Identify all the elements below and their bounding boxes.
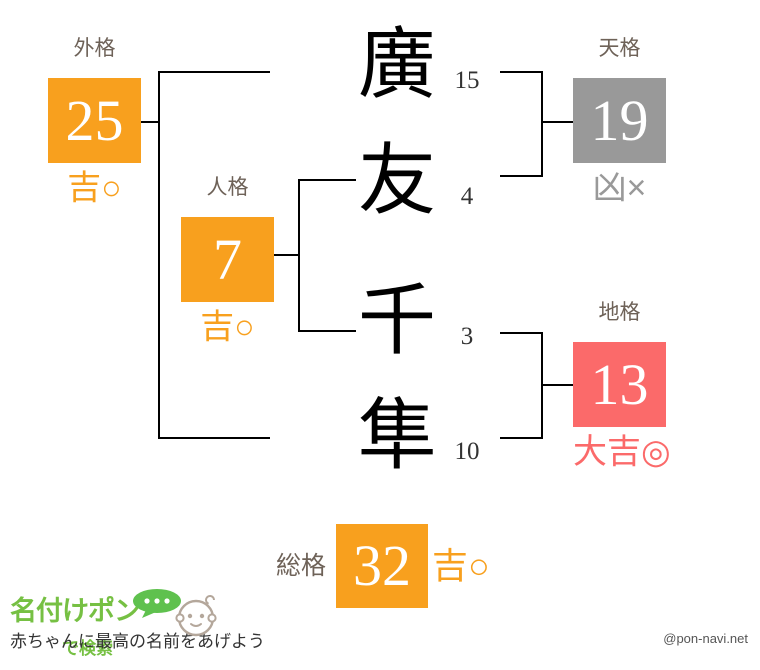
name-char-1: 廣 — [357, 21, 436, 108]
speech-bubble-icon — [133, 589, 181, 618]
kaku-chikaku-verdict: 大吉◎ — [573, 433, 671, 471]
chikaku-bracket-top — [500, 332, 543, 334]
logo-sub-text: で検索 — [62, 639, 113, 658]
stroke-count-3: 3 — [460, 323, 474, 350]
kaku-gaikaku-value: 25 — [48, 78, 141, 163]
site-logo[interactable]: 名付けポン で検索 赤ちゃんに最高の名前をあげよう — [8, 586, 265, 658]
tenkaku-bracket-stub — [541, 121, 573, 123]
chikaku-bracket-stub — [541, 384, 573, 386]
baby-face-icon — [175, 594, 217, 637]
gaikaku-bracket-spine — [158, 71, 160, 439]
name-char-4: 隼 — [357, 392, 436, 479]
kaku-soukaku-label: 総格 — [276, 551, 327, 580]
kaku-jinkaku-label: 人格 — [206, 176, 249, 199]
stroke-count-2: 4 — [460, 183, 474, 210]
site-credit: @pon-navi.net — [663, 631, 748, 646]
kaku-tenkaku-verdict: 凶× — [592, 169, 647, 207]
jinkaku-bracket-stub — [274, 254, 299, 256]
logo-tagline: 赤ちゃんに最高の名前をあげよう — [10, 632, 265, 651]
kaku-soukaku-value: 32 — [336, 524, 429, 608]
kaku-jinkaku-value: 7 — [181, 217, 274, 302]
gaikaku-bracket-stub — [141, 121, 159, 123]
chikaku-bracket-bottom — [500, 437, 543, 439]
jinkaku-bracket-top — [298, 179, 356, 181]
kaku-gaikaku-verdict: 吉○ — [67, 169, 122, 207]
gaikaku-bracket-top — [158, 71, 270, 73]
kaku-tenkaku-label: 天格 — [598, 37, 641, 60]
kaku-soukaku: 総格 32 吉○ — [276, 524, 490, 608]
stroke-count-4: 10 — [454, 438, 480, 465]
kaku-chikaku-label: 地格 — [598, 301, 641, 324]
stroke-count-1: 15 — [454, 67, 480, 94]
tenkaku-bracket-top — [500, 71, 543, 73]
jinkaku-bracket-spine — [298, 179, 300, 332]
kaku-soukaku-verdict: 吉○ — [432, 545, 490, 586]
kaku-gaikaku-label: 外格 — [73, 37, 116, 60]
tenkaku-bracket-spine — [541, 71, 543, 177]
kaku-jinkaku-verdict: 吉○ — [200, 308, 255, 346]
kaku-chikaku-value: 13 — [573, 342, 666, 427]
tenkaku-bracket-bottom — [500, 175, 543, 177]
logo-main-text: 名付けポン — [10, 596, 141, 626]
jinkaku-bracket-bottom — [298, 330, 356, 332]
gaikaku-bracket-bottom — [158, 437, 270, 439]
name-char-3: 千 — [357, 277, 436, 364]
name-char-2: 友 — [357, 137, 436, 224]
kaku-tenkaku-value: 19 — [573, 78, 666, 163]
